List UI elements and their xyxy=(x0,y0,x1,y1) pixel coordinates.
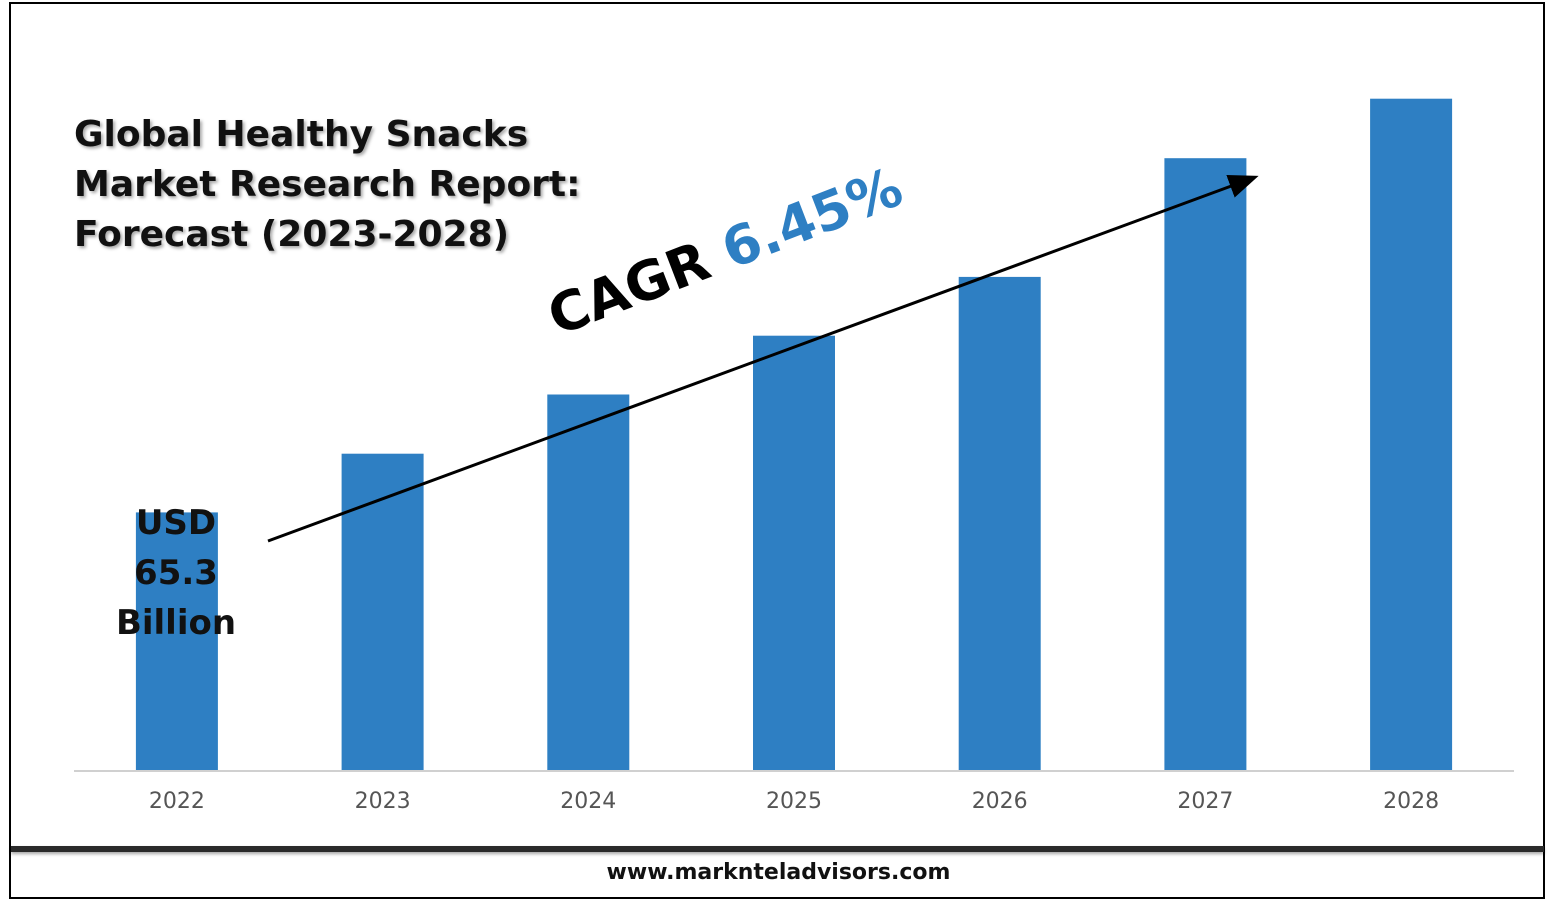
bar-2023 xyxy=(341,453,424,770)
x-tick-label-2022: 2022 xyxy=(149,789,205,814)
chart-title-line-2: Market Research Report: xyxy=(74,164,581,205)
footer-url: www.marknteladvisors.com xyxy=(606,860,951,885)
x-tick-label-2026: 2026 xyxy=(972,789,1028,814)
bar-2025 xyxy=(753,335,835,770)
x-tick-label-2025: 2025 xyxy=(766,789,822,814)
footer-divider xyxy=(11,846,1544,852)
start-value-line-3: Billion xyxy=(115,603,237,643)
start-value-line-2: 65.3 xyxy=(134,553,218,593)
chart-title-line-3: Forecast (2023-2028) xyxy=(74,214,510,255)
growth-arrow xyxy=(267,175,1259,543)
bar-2027 xyxy=(1164,158,1247,770)
x-tick-label-2024: 2024 xyxy=(560,789,616,814)
start-value-line-1: USD xyxy=(135,503,217,543)
x-tick-label-2023: 2023 xyxy=(355,789,411,814)
bar-2028 xyxy=(1370,98,1453,770)
bar-2024 xyxy=(547,394,630,770)
start-value-label: USD 65.3 Billion xyxy=(96,498,256,648)
bar-2022 xyxy=(135,512,218,770)
chart-title-line-1: Global Healthy Snacks xyxy=(74,114,529,155)
x-tick-label-2028: 2028 xyxy=(1383,789,1439,814)
bar-2026 xyxy=(958,276,1041,770)
x-tick-label-2027: 2027 xyxy=(1177,789,1233,814)
chart-title: Global Healthy Snacks Market Research Re… xyxy=(74,110,581,260)
